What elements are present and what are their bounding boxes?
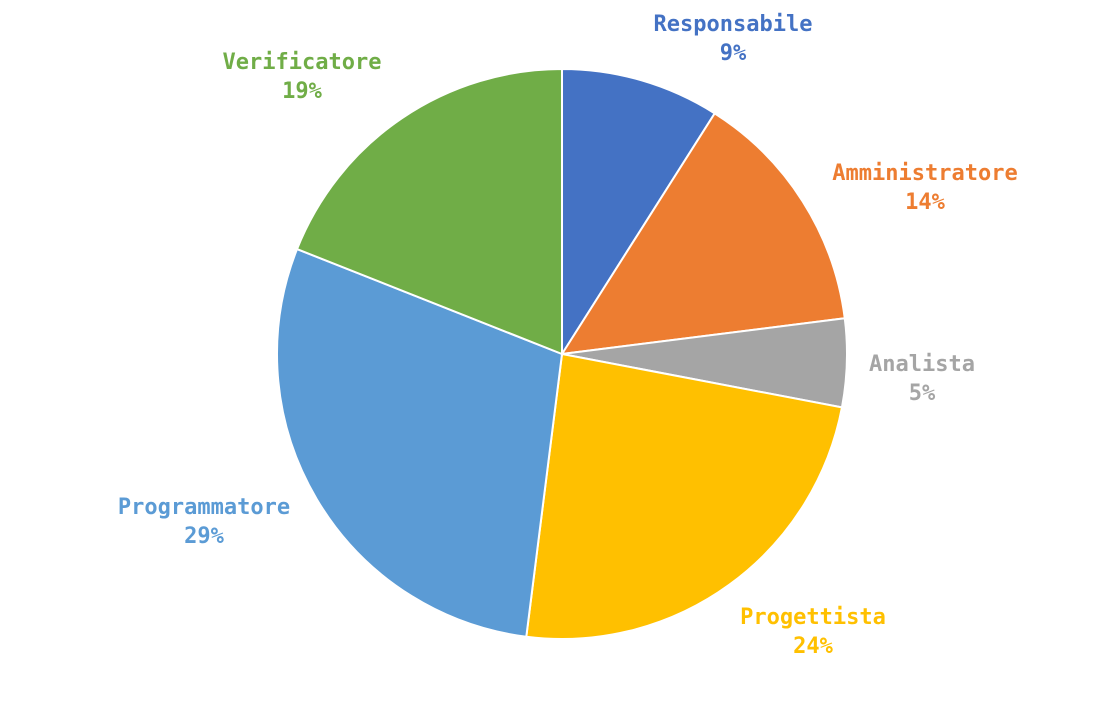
pie-slice-progettista <box>525 352 844 640</box>
slice-label-responsabile: Responsabile 9% <box>654 12 813 66</box>
pie-slice-responsabile <box>561 67 717 358</box>
slice-label-progettista: Progettista 24% <box>740 605 886 659</box>
pie-slices <box>276 67 848 640</box>
slice-label-analista: Analista 5% <box>869 352 975 406</box>
slice-label-programmatore: Programmatore 29% <box>118 495 290 549</box>
pie-slice-verificatore <box>295 67 563 356</box>
slice-percent-label: 5% <box>909 381 936 406</box>
slice-label-amministratore: Amministratore 14% <box>832 161 1017 215</box>
slice-category-label: Verificatore <box>223 50 382 75</box>
slice-category-label: Progettista <box>740 605 886 630</box>
slice-percent-label: 24% <box>793 634 833 659</box>
slice-category-label: Responsabile <box>654 12 813 37</box>
slice-percent-label: 29% <box>184 524 224 549</box>
slice-percent-label: 14% <box>905 190 945 215</box>
slice-percent-label: 9% <box>720 41 747 66</box>
slice-category-label: Analista <box>869 352 975 377</box>
pie-slice-programmatore <box>276 247 564 638</box>
slice-category-label: Programmatore <box>118 495 290 520</box>
pie-labels: Responsabile 9% Amministratore 14% Analista 5… <box>118 12 1018 659</box>
pie-slice-amministratore <box>560 111 846 356</box>
slice-label-verificatore: Verificatore 19% <box>223 50 382 104</box>
slice-category-label: Amministratore <box>832 161 1017 186</box>
slice-percent-label: 19% <box>282 79 322 104</box>
